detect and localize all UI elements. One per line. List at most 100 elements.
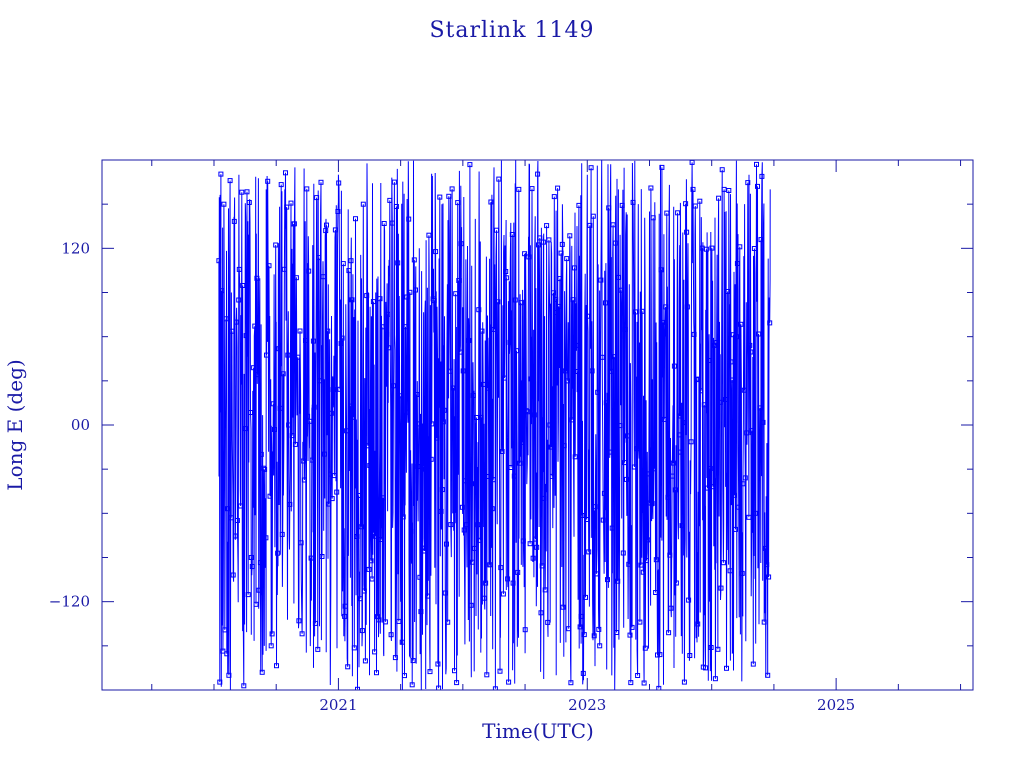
- data-point: [345, 664, 351, 670]
- data-point: [567, 233, 573, 239]
- data-point: [436, 685, 442, 690]
- data-point: [385, 311, 391, 317]
- data-point: [670, 460, 676, 466]
- data-point: [586, 549, 592, 555]
- data-point: [266, 263, 272, 269]
- data-point: [547, 422, 553, 428]
- data-point: [440, 419, 446, 425]
- data-point: [738, 321, 744, 327]
- data-point: [542, 587, 548, 593]
- data-point: [281, 266, 287, 272]
- data-point: [622, 326, 628, 332]
- data-point: [297, 328, 303, 334]
- data-point: [342, 613, 348, 619]
- data-point: [518, 300, 524, 306]
- data-point: [572, 265, 577, 271]
- data-point: [240, 283, 246, 288]
- data-point: [737, 244, 743, 250]
- data-point: [458, 241, 464, 247]
- data-point: [255, 372, 261, 378]
- data-point: [596, 626, 602, 632]
- data-point: [402, 673, 407, 679]
- data-point: [603, 300, 608, 306]
- data-point: [380, 495, 386, 501]
- data-point: [464, 522, 470, 528]
- data-point: [620, 550, 626, 556]
- data-point: [577, 624, 583, 630]
- data-point: [468, 602, 474, 608]
- data-point: [675, 210, 681, 216]
- data-point: [559, 241, 565, 247]
- data-point: [705, 485, 710, 491]
- data-point: [537, 235, 543, 241]
- data-point: [263, 535, 269, 541]
- data-point: [382, 619, 388, 625]
- data-point: [479, 328, 485, 334]
- data-point: [291, 221, 297, 227]
- data-point: [236, 297, 242, 303]
- data-point: [248, 410, 253, 415]
- data-point: [617, 423, 623, 429]
- data-point: [478, 414, 484, 420]
- data-point: [305, 413, 311, 419]
- data-point: [540, 239, 546, 245]
- data-point: [328, 410, 334, 416]
- data-point: [598, 277, 604, 283]
- data-point: [572, 454, 578, 460]
- data-point: [686, 597, 692, 603]
- data-point: [684, 304, 690, 310]
- data-point: [603, 400, 609, 406]
- data-point: [721, 186, 727, 192]
- data-point: [591, 633, 597, 639]
- data-point: [397, 431, 403, 437]
- data-point: [248, 555, 254, 560]
- data-point: [747, 342, 753, 348]
- data-point: [400, 514, 406, 520]
- data-point: [555, 185, 561, 191]
- data-point: [278, 182, 284, 188]
- data-point: [523, 408, 529, 414]
- data-point: [403, 324, 408, 330]
- data-point: [610, 222, 616, 228]
- data-point: [573, 342, 579, 348]
- data-point: [759, 173, 765, 179]
- data-point: [614, 630, 620, 635]
- data-point: [497, 668, 503, 674]
- data-point: [696, 376, 702, 382]
- data-point: [452, 668, 457, 674]
- data-point: [441, 407, 447, 413]
- data-point: [416, 421, 422, 427]
- data-point: [710, 484, 716, 490]
- data-point: [745, 180, 751, 186]
- data-point: [541, 495, 547, 501]
- data-point: [275, 550, 281, 556]
- data-point: [752, 510, 758, 516]
- data-point: [463, 478, 468, 484]
- data-point: [475, 522, 481, 528]
- data-point: [346, 268, 352, 274]
- data-point: [241, 683, 247, 689]
- data-point: [741, 387, 747, 393]
- data-point: [350, 414, 356, 420]
- data-point: [315, 646, 321, 652]
- data-point: [616, 274, 621, 280]
- data-point: [391, 179, 397, 185]
- tick-labels: 2021 2023 2025 120 00 −120: [49, 239, 855, 714]
- data-point: [736, 504, 742, 510]
- data-point: [507, 339, 513, 345]
- data-point: [755, 183, 760, 189]
- data-point: [553, 296, 559, 302]
- data-point: [459, 504, 465, 510]
- data-point: [339, 335, 345, 341]
- data-point: [378, 537, 384, 542]
- data-point: [293, 275, 299, 281]
- data-point: [687, 653, 693, 658]
- data-point: [532, 536, 538, 542]
- data-point: [627, 632, 633, 638]
- x-tick-label: 2025: [817, 696, 855, 714]
- data-point: [276, 346, 282, 352]
- data-point: [300, 458, 306, 464]
- data-point: [515, 569, 521, 575]
- data-point: [734, 334, 740, 340]
- data-point: [499, 449, 505, 454]
